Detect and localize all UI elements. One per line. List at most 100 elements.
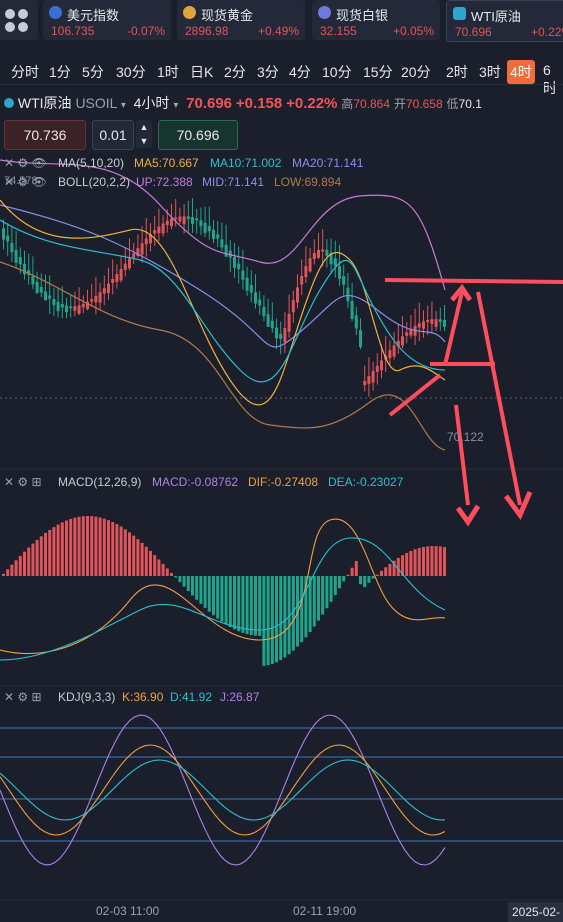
- macd-bar: [438, 546, 442, 576]
- candle-body: [237, 263, 241, 270]
- macd-bar: [312, 576, 316, 627]
- candle-body: [329, 252, 333, 265]
- timeframe-tab[interactable]: 分时: [11, 64, 39, 80]
- timeframe-tab[interactable]: 4时: [507, 60, 535, 84]
- timeframe-tab[interactable]: 2分: [224, 64, 246, 80]
- boll-mid: [0, 204, 446, 348]
- info-row: WTI原油 USOIL ▾ 4小时 ▾ 70.696 +0.158 +0.22%…: [4, 93, 482, 113]
- buy-button[interactable]: 70.696: [158, 120, 238, 150]
- candle-body: [39, 286, 43, 293]
- candle-body: [10, 242, 14, 253]
- timeframe-tab[interactable]: 2时: [446, 64, 468, 80]
- x-label: 02-11 19:00: [293, 904, 356, 918]
- lot-input[interactable]: 0.01: [92, 120, 134, 150]
- macd-bar: [149, 550, 152, 576]
- macd-bar: [325, 576, 329, 609]
- macd-bar: [191, 576, 194, 596]
- grid-button[interactable]: [0, 0, 38, 40]
- macd-bar: [300, 576, 304, 643]
- candle-body: [65, 305, 68, 313]
- timeframe-tab[interactable]: 5分: [82, 64, 104, 80]
- macd-bar: [321, 576, 325, 615]
- timeframe-tab[interactable]: 4分: [289, 64, 311, 80]
- candle-body: [191, 217, 194, 224]
- macd-bar: [203, 576, 207, 608]
- macd-bar: [69, 518, 73, 576]
- timeframe-tab[interactable]: 30分: [116, 64, 146, 80]
- kdj-j: [0, 714, 446, 866]
- macd-bar: [233, 576, 236, 630]
- candle-body: [199, 220, 203, 227]
- macd-bar: [140, 542, 144, 576]
- macd-bar: [81, 516, 85, 576]
- pane-controls[interactable]: ✕ ⚙ ⊞: [4, 475, 42, 489]
- timeframe-tab[interactable]: 20分: [401, 64, 431, 80]
- timeframe-tab[interactable]: 1时: [157, 64, 179, 80]
- pane-controls[interactable]: ✕ ⚙ ⊞: [4, 690, 42, 704]
- macd-bar: [342, 576, 346, 582]
- candle-body: [291, 300, 295, 313]
- macd-bar: [2, 573, 5, 576]
- ma10: [0, 219, 446, 383]
- period[interactable]: 4小时: [133, 95, 170, 111]
- macd-bar: [44, 532, 47, 576]
- ticker-name: 美元指数: [67, 8, 120, 23]
- macd-bar: [220, 576, 224, 622]
- low: 70.1: [458, 97, 482, 111]
- ticker[interactable]: 现货黄金 2896.98 +0.49%: [177, 0, 305, 40]
- macd-bar: [371, 576, 375, 579]
- timeframe-tab[interactable]: 3时: [479, 64, 501, 80]
- ticker[interactable]: 美元指数 106.735 -0.07%: [43, 0, 171, 40]
- pane-controls[interactable]: ✕ ⚙ 👁: [4, 156, 47, 170]
- candle-body: [359, 330, 362, 348]
- candle-body: [233, 257, 236, 268]
- macd-bar: [48, 529, 52, 576]
- candle-body: [119, 268, 123, 281]
- candle-body: [300, 275, 304, 285]
- macd-bar: [359, 576, 362, 585]
- ticker-change: -0.07%: [126, 24, 165, 38]
- symbol-name[interactable]: WTI原油: [17, 95, 72, 111]
- candle-body: [94, 295, 98, 303]
- candle-body: [220, 239, 224, 248]
- macd-bar: [245, 576, 249, 635]
- candle-body: [102, 288, 106, 294]
- macd-bar: [333, 576, 337, 596]
- candle-body: [123, 263, 127, 270]
- timeframe-tab[interactable]: 10分: [322, 64, 352, 80]
- x-cursor-box: [508, 902, 563, 922]
- icon: [49, 6, 62, 19]
- candle-body: [396, 340, 400, 347]
- timeframe-tab[interactable]: 1分: [49, 64, 71, 80]
- macd-bar: [6, 569, 10, 576]
- ticker[interactable]: 现货白银 32.155 +0.05%: [312, 0, 440, 40]
- timeframe-tab[interactable]: 日K: [190, 64, 214, 80]
- macd-bar: [426, 546, 430, 576]
- change: +0.158: [235, 95, 283, 112]
- macd-histogram: [2, 516, 446, 666]
- candle-body: [312, 252, 316, 259]
- candle-body: [430, 319, 434, 324]
- stepper[interactable]: ▲ ▼: [136, 120, 152, 148]
- candle-body: [287, 313, 291, 332]
- legend-value: DIF:-0.27408: [248, 475, 318, 489]
- macd-lines: [0, 518, 446, 661]
- macd-bar: [329, 576, 333, 602]
- timeframe-tab[interactable]: 15分: [363, 64, 393, 80]
- macd-bar: [241, 576, 245, 633]
- candle-body: [224, 244, 228, 257]
- timeframe-tab[interactable]: 3分: [257, 64, 279, 80]
- dea: [0, 537, 446, 661]
- macd-bar: [291, 576, 295, 651]
- macd-bar: [249, 576, 253, 636]
- candle-body: [6, 235, 10, 242]
- macd-bar: [94, 516, 98, 576]
- macd-bar: [207, 576, 211, 612]
- pane-controls[interactable]: ✕ ⚙ 👁: [4, 175, 47, 189]
- macd-bar: [384, 567, 388, 576]
- candle-body: [216, 234, 220, 239]
- macd-bar: [111, 521, 115, 576]
- arrow-line: [384, 278, 563, 284]
- sell-button[interactable]: 70.736: [4, 120, 86, 150]
